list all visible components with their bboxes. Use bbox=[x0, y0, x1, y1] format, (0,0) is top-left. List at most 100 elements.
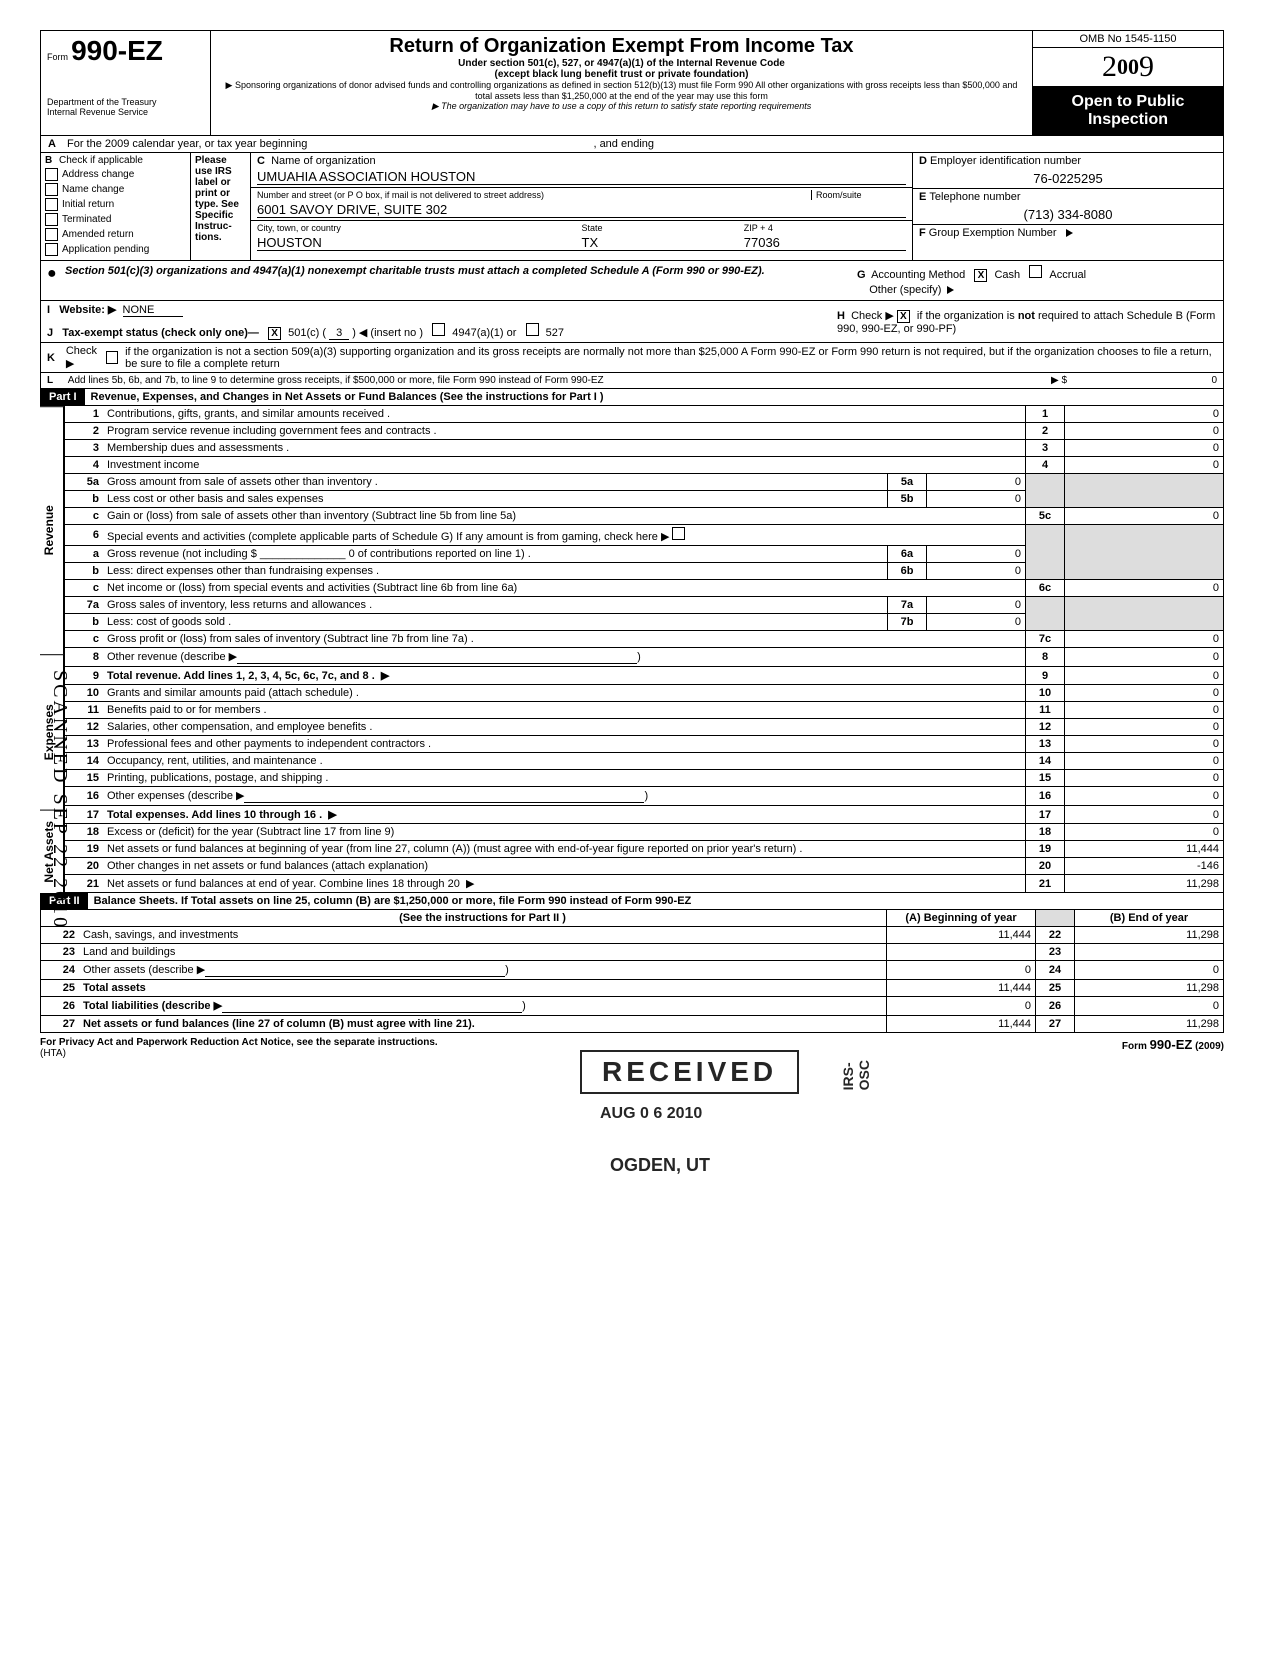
year-mid: 00 bbox=[1117, 54, 1139, 79]
line-21-text: Net assets or fund balances at end of ye… bbox=[107, 878, 460, 890]
form-subtitle2: (except black lung benefit trust or priv… bbox=[219, 69, 1024, 80]
header-left: Form 990-EZ Department of the Treasury I… bbox=[41, 31, 211, 135]
line-20: 20Other changes in net assets or fund ba… bbox=[65, 858, 1224, 875]
checkbox-501c[interactable] bbox=[268, 327, 281, 340]
form-990ez: Form 990-EZ Department of the Treasury I… bbox=[40, 30, 1224, 1063]
arrow-icon bbox=[1066, 229, 1073, 237]
line-26: 26Total liabilities (describe ▶ )0260 bbox=[41, 997, 1224, 1016]
checkbox-address-change[interactable]: Address change bbox=[45, 168, 186, 181]
checkbox-icon bbox=[45, 198, 58, 211]
checkbox-icon bbox=[45, 183, 58, 196]
k-body-text: if the organization is not a section 509… bbox=[125, 346, 1217, 370]
line-9: 9Total revenue. Add lines 1, 2, 3, 4, 5c… bbox=[65, 667, 1224, 685]
dept-treasury: Department of the Treasury bbox=[47, 97, 204, 107]
line-15: 15Printing, publications, postage, and s… bbox=[65, 770, 1224, 787]
stamp-city: OGDEN, UT bbox=[610, 1155, 710, 1176]
line-11: 11Benefits paid to or for members .110 bbox=[65, 702, 1224, 719]
line-10: 10Grants and similar amounts paid (attac… bbox=[65, 685, 1224, 702]
501c-label: 501(c) ( bbox=[288, 327, 326, 339]
header-right: OMB No 1545-1150 2009 Open to Public Ins… bbox=[1033, 31, 1223, 135]
header-row: Form 990-EZ Department of the Treasury I… bbox=[40, 30, 1224, 136]
col-d: D Employer identification number 76-0225… bbox=[913, 153, 1223, 260]
checkbox-application-pending[interactable]: Application pending bbox=[45, 243, 186, 256]
row-a-begin: For the 2009 calendar year, or tax year … bbox=[67, 138, 307, 150]
scanned-stamp: SCANNED SEP 22 2010 bbox=[48, 670, 71, 930]
checkbox-cash[interactable] bbox=[974, 269, 987, 282]
opt-label: Address change bbox=[62, 169, 134, 180]
label-k: K bbox=[47, 352, 63, 364]
h-check-label: Check ▶ bbox=[851, 310, 894, 322]
line-16: 16Other expenses (describe ▶ )160 bbox=[65, 787, 1224, 806]
opt-label: Application pending bbox=[62, 244, 149, 255]
line-21: 21Net assets or fund balances at end of … bbox=[65, 875, 1224, 893]
checkbox-name-change[interactable]: Name change bbox=[45, 183, 186, 196]
checkbox-k[interactable] bbox=[106, 351, 118, 364]
label-b: B bbox=[45, 155, 59, 166]
line-17-text: Total expenses. Add lines 10 through 16 … bbox=[107, 809, 322, 821]
city-value: HOUSTON bbox=[257, 235, 582, 250]
row-l: L Add lines 5b, 6b, and 7b, to line 9 to… bbox=[40, 373, 1224, 389]
checkbox-icon bbox=[45, 228, 58, 241]
label-d: D bbox=[919, 155, 927, 167]
col-a-header: (A) Beginning of year bbox=[887, 910, 1036, 927]
col-b: BCheck if applicable Address change Name… bbox=[41, 153, 191, 260]
ein-label: Employer identification number bbox=[930, 155, 1081, 167]
opt-label: Amended return bbox=[62, 229, 134, 240]
opt-label: Initial return bbox=[62, 199, 114, 210]
checkbox-terminated[interactable]: Terminated bbox=[45, 213, 186, 226]
label-c: C bbox=[257, 155, 265, 167]
zip-label: ZIP + 4 bbox=[744, 223, 906, 233]
hta-label: (HTA) bbox=[40, 1048, 438, 1059]
line-8-text: Other revenue (describe ▶ bbox=[107, 651, 237, 663]
checkbox-527[interactable] bbox=[526, 323, 539, 336]
form-footer-label: Form 990-EZ (2009) bbox=[1122, 1037, 1224, 1059]
opt-label: Name change bbox=[62, 184, 124, 195]
part1-title: Revenue, Expenses, and Changes in Net As… bbox=[85, 389, 1223, 405]
checkbox-initial-return[interactable]: Initial return bbox=[45, 198, 186, 211]
year-prefix: 2 bbox=[1102, 50, 1117, 83]
part1-label: Part I bbox=[41, 389, 85, 405]
sponsor-text: Sponsoring organizations of donor advise… bbox=[235, 80, 1017, 101]
line-5a: 5aGross amount from sale of assets other… bbox=[65, 474, 1224, 491]
insert-no-label: ) ◀ (insert no ) bbox=[352, 327, 423, 339]
stamp-date: AUG 0 6 2010 bbox=[600, 1105, 702, 1123]
checkbox-h[interactable] bbox=[897, 310, 910, 323]
line-24-text: Other assets (describe ▶ bbox=[83, 964, 205, 976]
line-7a: 7aGross sales of inventory, less returns… bbox=[65, 597, 1224, 614]
see-instructions: (See the instructions for Part II ) bbox=[79, 910, 887, 927]
label-j: J bbox=[47, 327, 53, 339]
page-footer: For Privacy Act and Paperwork Reduction … bbox=[40, 1033, 1224, 1063]
row-a: A For the 2009 calendar year, or tax yea… bbox=[40, 136, 1224, 153]
city-label: City, town, or country bbox=[257, 223, 582, 233]
telephone-label: Telephone number bbox=[929, 191, 1020, 203]
checkbox-4947[interactable] bbox=[432, 323, 445, 336]
checkbox-accrual[interactable] bbox=[1029, 265, 1042, 278]
header-mid: Return of Organization Exempt From Incom… bbox=[211, 31, 1033, 135]
label-a: A bbox=[41, 136, 63, 152]
row-ij: I Website: ▶ NONE J Tax-exempt status (c… bbox=[40, 301, 1224, 343]
col-b-header: (B) End of year bbox=[1075, 910, 1224, 927]
part1-header: Part I Revenue, Expenses, and Changes in… bbox=[40, 389, 1224, 406]
line-22: 22Cash, savings, and investments11,44422… bbox=[41, 927, 1224, 944]
organization-name: UMUAHIA ASSOCIATION HOUSTON bbox=[257, 169, 906, 185]
l-arrow: ▶ $ bbox=[1051, 375, 1067, 386]
row-a-text: For the 2009 calendar year, or tax year … bbox=[63, 136, 1223, 152]
please-use-irs: Please use IRS label or print or type. S… bbox=[191, 153, 251, 260]
line-6: 6Special events and activities (complete… bbox=[65, 525, 1224, 546]
group-exemption-label: Group Exemption Number bbox=[929, 227, 1057, 239]
label-g: G bbox=[857, 269, 866, 281]
h-text2: if the organization is bbox=[917, 310, 1015, 322]
l-text: Add lines 5b, 6b, and 7b, to line 9 to d… bbox=[68, 375, 1051, 386]
line-8: 8Other revenue (describe ▶ )80 bbox=[65, 648, 1224, 667]
part2-header: Part II Balance Sheets. If Total assets … bbox=[40, 893, 1224, 910]
checkbox-amended[interactable]: Amended return bbox=[45, 228, 186, 241]
note-501c3: Section 501(c)(3) organizations and 4947… bbox=[65, 265, 849, 296]
checkbox-icon bbox=[45, 243, 58, 256]
telephone-value: (713) 334-8080 bbox=[919, 207, 1217, 222]
part2-title: Balance Sheets. If Total assets on line … bbox=[88, 893, 1223, 909]
label-i: I bbox=[47, 304, 50, 316]
row-a-ending: , and ending bbox=[593, 138, 654, 150]
label-e: E bbox=[919, 191, 926, 203]
sponsor-note: ▶ Sponsoring organizations of donor advi… bbox=[219, 80, 1024, 101]
checkbox-gaming[interactable] bbox=[672, 527, 685, 540]
